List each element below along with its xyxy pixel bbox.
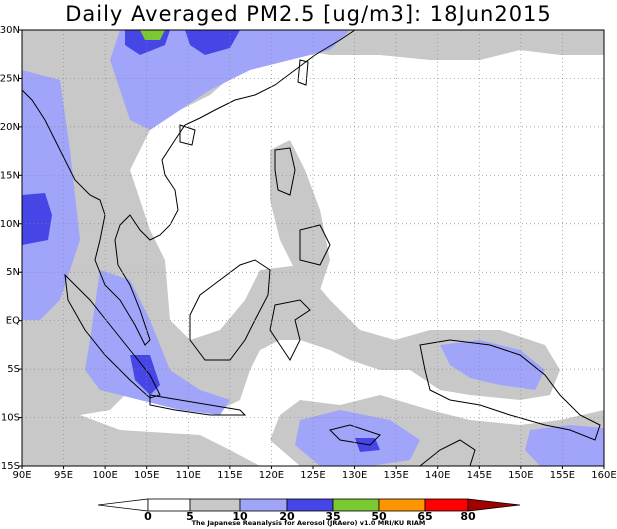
shade-blue-sumatra — [85, 270, 230, 415]
credit-text: The Japanese Reanalysis for Aerosol (JRA… — [191, 519, 426, 527]
lon-label: 135E — [383, 470, 408, 481]
lat-label: 15N — [0, 170, 20, 181]
coast-newguinea — [419, 339, 601, 441]
coast-australia — [419, 439, 476, 467]
coast-borneo — [189, 259, 271, 361]
shade-darkblue-andaman — [22, 193, 52, 245]
lon-label: 120E — [259, 470, 284, 481]
latitude-labels: 30N 25N 20N 15N 10N 5N EQ 5S 10S 15S — [0, 25, 22, 472]
shade-green-north — [140, 30, 165, 40]
lat-label: 30N — [0, 25, 20, 36]
lat-label: 5N — [6, 267, 20, 278]
lon-label: 105E — [134, 470, 159, 481]
coast-java — [149, 394, 247, 416]
coast-hainan — [179, 124, 196, 146]
shade-darkblue-north2 — [185, 30, 240, 55]
coast-mindanao — [299, 224, 331, 266]
colorbar-arrow-high — [467, 498, 521, 512]
gridlines — [22, 30, 604, 466]
lon-label: 125E — [300, 470, 325, 481]
shade-grey-north — [300, 30, 604, 60]
lat-label: 10S — [1, 413, 20, 424]
shade-grey-philippines — [270, 140, 330, 290]
shade-blue-newguinea — [440, 340, 545, 390]
shade-grey-indochina — [22, 30, 560, 415]
lat-label: 15S — [1, 461, 20, 472]
lat-label: 10N — [0, 219, 20, 230]
colorbar-arrow-low — [97, 498, 149, 512]
lat-label: 25N — [0, 73, 20, 84]
coast-taiwan — [297, 59, 309, 86]
lon-label: 155E — [550, 470, 575, 481]
colorbar-label: 0 — [144, 510, 152, 523]
shade-blue-se — [525, 425, 604, 466]
lat-label: EQ — [6, 316, 20, 327]
longitude-labels: 90E 95E 100E 105E 110E 115E 120E 125E 130E 135E 14… — [12, 466, 617, 481]
colorbar-label: 80 — [460, 510, 476, 523]
coast-timor — [329, 424, 381, 446]
shade-blue-north — [110, 30, 350, 130]
colorbar-label: 20 — [279, 510, 295, 523]
colorbar-label: 10 — [232, 510, 248, 523]
lat-label: 20N — [0, 122, 20, 133]
colorbar-label: 65 — [417, 510, 432, 523]
shade-blue-west — [22, 70, 80, 320]
lon-label: 100E — [92, 470, 117, 481]
lat-label: 5S — [7, 364, 20, 375]
lon-label: 95E — [54, 470, 73, 481]
lon-label: 140E — [425, 470, 450, 481]
lon-label: 160E — [591, 470, 616, 481]
colorbar: 0 5 10 20 35 50 65 80 — [97, 498, 521, 523]
coast-mainland — [21, 29, 356, 346]
colorbar-label: 35 — [325, 510, 340, 523]
colorbar-label: 5 — [186, 510, 194, 523]
lon-label: 115E — [217, 470, 242, 481]
colorbar-segment — [147, 498, 191, 512]
coast-sulawesi — [269, 299, 311, 361]
lon-label: 110E — [176, 470, 201, 481]
coastlines — [21, 29, 601, 467]
pm25-shading — [22, 30, 604, 466]
lon-label: 150E — [508, 470, 533, 481]
lon-label: 145E — [467, 470, 492, 481]
map-title: Daily Averaged PM2.5 [ug/m3]: 18Jun2015 — [65, 2, 552, 26]
coast-luzon — [274, 147, 296, 196]
lon-label: 90E — [12, 470, 31, 481]
shade-grey-sw — [22, 405, 260, 466]
shade-darkblue-sumatra — [130, 355, 160, 395]
colorbar-label: 50 — [371, 510, 387, 523]
lon-label: 130E — [342, 470, 367, 481]
